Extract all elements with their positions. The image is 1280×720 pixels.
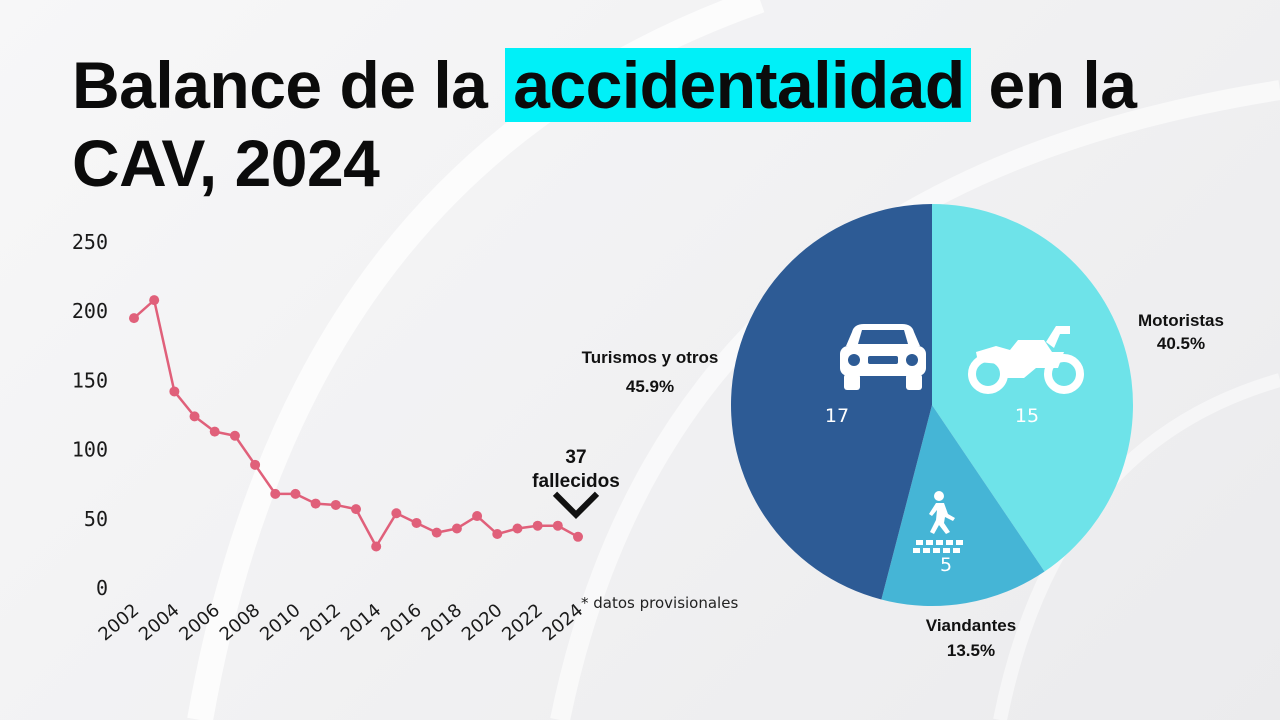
y-tick-label: 50 bbox=[84, 507, 108, 531]
data-point bbox=[492, 529, 503, 540]
data-point bbox=[290, 488, 301, 499]
title-end: en la CAV, 2024 bbox=[72, 48, 1137, 200]
data-point bbox=[411, 517, 422, 528]
x-tick-label: 2002 bbox=[95, 600, 144, 646]
x-tick-label: 2006 bbox=[175, 600, 224, 646]
page-title: Balance de la accidentalidad en la CAV, … bbox=[72, 46, 1280, 202]
data-point bbox=[512, 523, 523, 534]
y-tick-label: 0 bbox=[96, 576, 108, 600]
data-point bbox=[250, 459, 261, 470]
data-point bbox=[189, 411, 200, 422]
x-tick-label: 2004 bbox=[135, 600, 184, 646]
y-tick-label: 250 bbox=[72, 230, 108, 254]
data-point bbox=[129, 313, 139, 324]
x-tick-label: 2018 bbox=[418, 600, 467, 646]
data-point bbox=[330, 499, 341, 510]
x-tick-label: 2024 bbox=[539, 600, 588, 646]
y-tick-label: 200 bbox=[72, 299, 108, 323]
x-tick-label: 2014 bbox=[337, 600, 386, 646]
x-tick-label: 2022 bbox=[498, 600, 547, 646]
data-point bbox=[310, 498, 321, 509]
x-tick-label: 2012 bbox=[296, 600, 345, 646]
x-tick-label: 2010 bbox=[256, 600, 305, 646]
data-point bbox=[431, 527, 442, 538]
data-point bbox=[472, 511, 483, 522]
fatalities-line-chart: 0501001502002502002200420062008201020122… bbox=[72, 230, 739, 646]
data-point bbox=[371, 541, 382, 552]
x-tick-label: 2020 bbox=[458, 600, 507, 646]
y-tick-label: 100 bbox=[72, 438, 108, 462]
data-point bbox=[270, 488, 281, 499]
data-point bbox=[451, 523, 462, 534]
x-tick-label: 2008 bbox=[216, 600, 265, 646]
annotation-label: fallecidos bbox=[532, 471, 620, 492]
data-point bbox=[229, 430, 240, 441]
data-point bbox=[391, 508, 402, 519]
data-point bbox=[573, 531, 583, 542]
title-start: Balance de la bbox=[72, 48, 506, 122]
data-point bbox=[532, 520, 543, 531]
annotation-value: 37 bbox=[565, 447, 586, 468]
footnote: * datos provisionales bbox=[581, 594, 738, 612]
x-tick-label: 2016 bbox=[377, 600, 426, 646]
data-point bbox=[552, 520, 563, 531]
data-point bbox=[149, 295, 160, 306]
title-highlight: accidentalidad bbox=[505, 48, 971, 122]
data-point bbox=[209, 426, 220, 437]
chevron-down-icon bbox=[552, 491, 600, 520]
data-point bbox=[351, 504, 361, 515]
data-point bbox=[169, 386, 180, 397]
y-tick-label: 150 bbox=[72, 368, 108, 392]
